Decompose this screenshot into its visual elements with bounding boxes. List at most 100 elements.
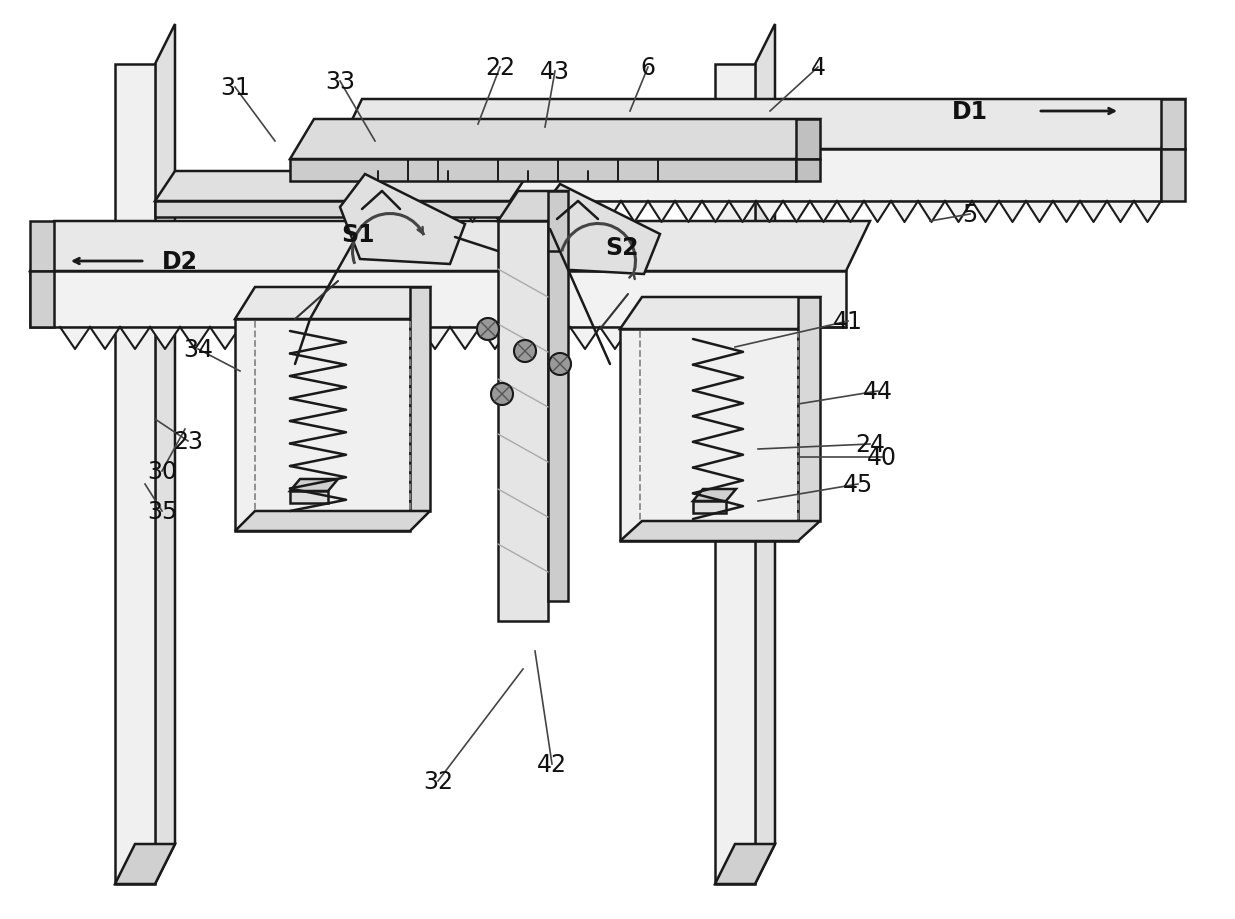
Polygon shape <box>156 172 530 202</box>
Polygon shape <box>510 328 540 349</box>
Text: 30: 30 <box>147 460 177 483</box>
Polygon shape <box>693 502 726 514</box>
Text: 32: 32 <box>424 769 453 793</box>
Polygon shape <box>600 328 630 349</box>
Polygon shape <box>864 202 890 222</box>
Polygon shape <box>693 490 736 502</box>
Polygon shape <box>30 272 846 328</box>
Polygon shape <box>1161 150 1186 202</box>
Polygon shape <box>630 328 659 349</box>
Polygon shape <box>235 320 410 531</box>
Polygon shape <box>235 512 430 531</box>
Polygon shape <box>235 288 430 320</box>
Text: 5: 5 <box>962 203 978 227</box>
Polygon shape <box>720 328 750 349</box>
Polygon shape <box>918 202 945 222</box>
Polygon shape <box>781 328 810 349</box>
Polygon shape <box>487 202 513 222</box>
Polygon shape <box>420 328 450 349</box>
Polygon shape <box>621 202 648 222</box>
Text: S1: S1 <box>341 222 374 246</box>
Polygon shape <box>30 221 54 272</box>
Polygon shape <box>701 202 729 222</box>
Polygon shape <box>410 288 430 512</box>
Polygon shape <box>330 328 359 349</box>
Polygon shape <box>498 192 568 221</box>
Polygon shape <box>290 492 329 504</box>
Polygon shape <box>290 119 820 160</box>
Polygon shape <box>240 328 270 349</box>
Polygon shape <box>1026 202 1053 222</box>
Polygon shape <box>340 175 466 265</box>
Polygon shape <box>1161 100 1186 150</box>
Text: 23: 23 <box>173 429 203 453</box>
Polygon shape <box>999 202 1026 222</box>
Polygon shape <box>567 202 594 222</box>
Polygon shape <box>810 202 837 222</box>
Polygon shape <box>405 202 432 222</box>
Polygon shape <box>548 192 568 601</box>
Text: D1: D1 <box>952 100 988 124</box>
Polygon shape <box>729 202 756 222</box>
Text: 22: 22 <box>485 56 515 80</box>
Polygon shape <box>149 328 180 349</box>
Text: 42: 42 <box>537 752 567 777</box>
Polygon shape <box>837 202 864 222</box>
Polygon shape <box>498 221 548 621</box>
Polygon shape <box>156 25 175 884</box>
Polygon shape <box>290 480 338 492</box>
Polygon shape <box>676 202 701 222</box>
Polygon shape <box>972 202 999 222</box>
Polygon shape <box>338 150 1161 202</box>
Polygon shape <box>480 328 510 349</box>
Text: 34: 34 <box>183 337 212 361</box>
Polygon shape <box>659 328 690 349</box>
Circle shape <box>514 341 536 363</box>
Text: 43: 43 <box>540 60 571 84</box>
Polygon shape <box>1107 202 1134 222</box>
Polygon shape <box>540 202 567 222</box>
Polygon shape <box>30 272 54 328</box>
Polygon shape <box>715 844 776 884</box>
Polygon shape <box>120 328 149 349</box>
Polygon shape <box>459 202 487 222</box>
Polygon shape <box>797 119 820 160</box>
Polygon shape <box>30 221 869 272</box>
Polygon shape <box>115 65 156 884</box>
Polygon shape <box>300 328 330 349</box>
Polygon shape <box>620 521 820 541</box>
Polygon shape <box>620 298 820 330</box>
Polygon shape <box>571 328 600 349</box>
Polygon shape <box>90 328 120 349</box>
Polygon shape <box>945 202 972 222</box>
Text: D2: D2 <box>162 250 198 274</box>
Polygon shape <box>390 328 420 349</box>
Text: 45: 45 <box>842 472 873 496</box>
Polygon shape <box>755 25 776 884</box>
Polygon shape <box>115 844 175 884</box>
Polygon shape <box>797 160 820 182</box>
Polygon shape <box>750 328 781 349</box>
Polygon shape <box>270 328 300 349</box>
Polygon shape <box>798 298 820 521</box>
Polygon shape <box>535 185 659 275</box>
Text: 35: 35 <box>147 499 177 524</box>
Polygon shape <box>648 202 676 222</box>
Polygon shape <box>783 202 810 222</box>
Polygon shape <box>540 328 571 349</box>
Polygon shape <box>513 202 540 222</box>
Text: 40: 40 <box>867 446 897 470</box>
Text: 33: 33 <box>325 70 354 94</box>
Polygon shape <box>690 328 720 349</box>
Text: 44: 44 <box>863 380 893 403</box>
Polygon shape <box>210 328 240 349</box>
Polygon shape <box>156 202 510 218</box>
Circle shape <box>492 383 513 405</box>
Polygon shape <box>715 65 755 884</box>
Polygon shape <box>1079 202 1107 222</box>
Polygon shape <box>359 328 390 349</box>
Text: 41: 41 <box>834 310 863 334</box>
Text: 24: 24 <box>855 433 885 457</box>
Text: 4: 4 <box>810 56 825 80</box>
Polygon shape <box>432 202 459 222</box>
